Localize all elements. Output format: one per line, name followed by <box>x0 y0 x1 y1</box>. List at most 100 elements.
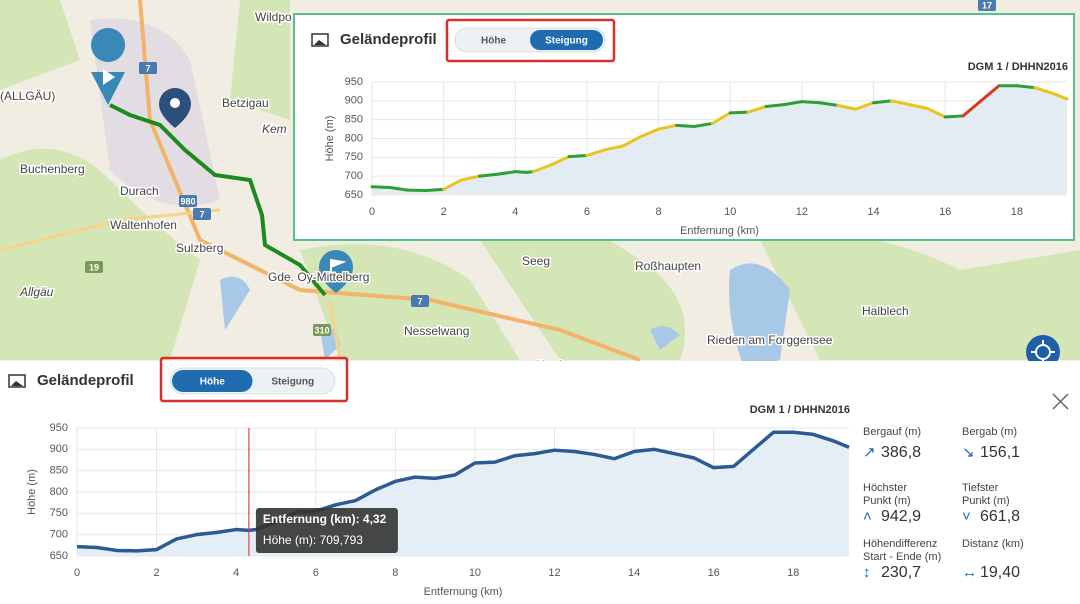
profile-segment <box>621 135 643 148</box>
road-shield-bg <box>411 295 429 307</box>
map-label: Waltenhofen <box>110 218 177 232</box>
road-number: 980 <box>180 196 195 206</box>
profile-segment <box>477 172 499 178</box>
close-button[interactable] <box>1052 393 1069 410</box>
stat-label: Höhendifferenz <box>863 538 937 550</box>
toggle-label: Steigung <box>271 377 314 388</box>
toggle-label: Steigung <box>545 36 588 47</box>
stat-icon: ↕ <box>863 564 871 581</box>
toggle-button[interactable]: Höhe <box>481 36 506 47</box>
profile-segment <box>549 155 571 167</box>
panel-title: Geländeprofil <box>340 31 437 48</box>
road-shield: 7 <box>139 62 157 74</box>
toggle-button[interactable]: Steigung <box>530 30 603 50</box>
stat-value: 19,40 <box>980 564 1020 581</box>
map-label: Seeg <box>522 254 550 268</box>
x-tick-label: 12 <box>796 206 808 218</box>
x-tick-label: 16 <box>708 567 720 579</box>
road-number: 17 <box>982 0 992 10</box>
profile-segment <box>800 100 822 105</box>
road-number: 19 <box>89 262 99 272</box>
profile-segment <box>1033 86 1055 95</box>
toggle-label: Höhe <box>481 36 506 47</box>
stat-label: Start - Ende (m) <box>863 551 941 563</box>
panel-icon <box>314 40 326 45</box>
profile-segment <box>585 148 607 157</box>
toggle-button[interactable]: Steigung <box>271 377 314 388</box>
y-axis-label: Höhe (m) <box>26 469 38 515</box>
map-label: Gde. Oy-Mittelberg <box>268 270 369 284</box>
profile-line <box>76 430 850 553</box>
y-tick-label: 750 <box>50 507 68 519</box>
profile-segment <box>818 101 840 107</box>
y-tick-label: 850 <box>345 114 363 126</box>
profile-segment <box>1051 91 1069 101</box>
map-buildup <box>90 18 220 206</box>
route <box>109 103 327 297</box>
poi-marker[interactable] <box>159 88 191 128</box>
highlight-box <box>445 18 616 63</box>
tooltip-key: Höhe (m): <box>263 533 316 547</box>
map-label: Allgäu <box>19 285 54 299</box>
highlight-box <box>159 356 349 403</box>
profile-segment <box>531 163 553 174</box>
profile-segment <box>657 123 679 131</box>
end-marker[interactable] <box>319 250 353 293</box>
stat-value: 156,1 <box>980 444 1020 461</box>
road-shield-bg <box>179 195 197 207</box>
y-tick-label: 650 <box>345 189 363 201</box>
profile-large: Geländeprofil Höhe Steigung DGM 1 / DHHN201… <box>8 356 1024 598</box>
profile-segment <box>692 121 714 128</box>
tooltip-value: 4,32 <box>360 512 387 526</box>
road-shield-bg <box>978 0 996 11</box>
profile-segment <box>943 114 965 119</box>
profile-segment <box>836 103 858 111</box>
road-shield: 19 <box>85 261 103 273</box>
road-shield-bg <box>193 208 211 220</box>
map-label: Halblech <box>862 304 909 318</box>
y-tick-label: 750 <box>345 151 363 163</box>
profile-segment <box>370 185 392 189</box>
x-tick-label: 4 <box>512 206 518 218</box>
stat-label: Bergab (m) <box>962 426 1017 438</box>
map-label: Roßhaupten <box>635 259 701 273</box>
x-tick-label: 14 <box>628 567 640 579</box>
map-label: Nesselwang <box>404 324 469 338</box>
x-tick-label: 18 <box>787 567 799 579</box>
tooltip: Entfernung (km): 4,32 Höhe (m): 709,793 <box>255 508 398 553</box>
stat-value: 386,8 <box>881 444 921 461</box>
profile-segment <box>460 174 481 182</box>
road-shield-bg <box>139 62 157 74</box>
profile-segment <box>746 104 768 114</box>
stat-icon: ↗ <box>863 444 876 461</box>
x-tick-label: 6 <box>313 567 319 579</box>
tooltip-line: Höhe (m): 709,793 <box>263 533 363 547</box>
tooltip-bg <box>255 508 398 553</box>
stat-value: 942,9 <box>881 508 921 525</box>
toggle-button[interactable]: Höhe <box>172 370 253 392</box>
tooltip-key: Entfernung (km): <box>263 512 360 526</box>
profile-segment <box>639 127 661 139</box>
y-tick-label: 700 <box>345 170 363 182</box>
profile-segment <box>567 153 589 159</box>
profile-segment <box>979 84 1001 103</box>
road-shield: 7 <box>411 295 429 307</box>
y-tick-label: 700 <box>50 529 68 541</box>
profile-segment <box>513 170 529 174</box>
x-tick-label: 12 <box>548 567 560 579</box>
profile-segment <box>764 103 786 108</box>
stat-label: Distanz (km) <box>962 538 1024 550</box>
stat-label: Punkt (m) <box>863 495 911 507</box>
y-axis-label: Höhe (m) <box>324 116 336 162</box>
map-areas <box>0 0 1080 360</box>
x-tick-label: 2 <box>154 567 160 579</box>
x-tick-label: 0 <box>74 567 80 579</box>
x-tick-label: 16 <box>939 206 951 218</box>
x-tick-label: 4 <box>233 567 239 579</box>
start-marker[interactable] <box>91 28 126 106</box>
stat-label: Höchster <box>863 482 907 494</box>
profile-segment <box>710 111 732 125</box>
y-tick-label: 650 <box>50 550 68 562</box>
